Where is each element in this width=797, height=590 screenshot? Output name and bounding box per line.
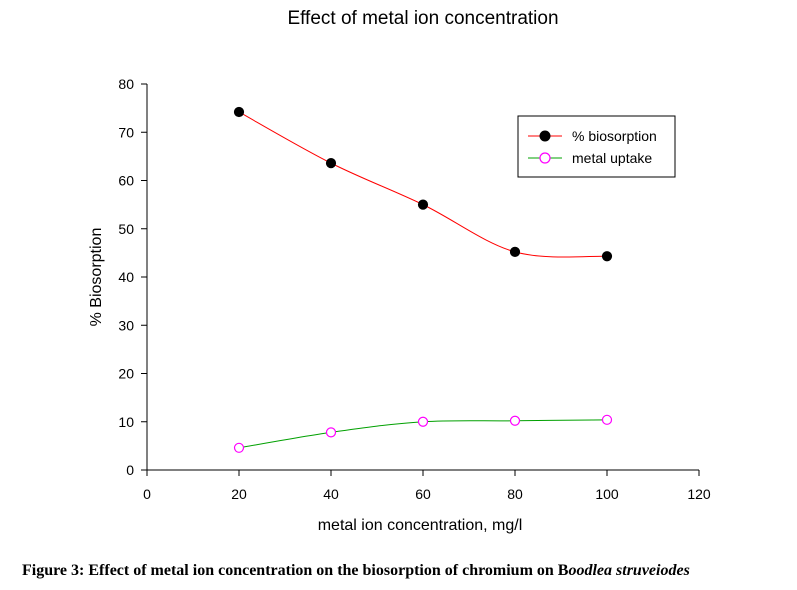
x-tick-label: 0 (143, 486, 151, 502)
y-tick-label: 60 (118, 173, 134, 189)
chart-title: Effect of metal ion concentration (287, 8, 558, 29)
data-point-series-1 (233, 442, 245, 453)
data-point-series-0 (325, 158, 337, 169)
data-point-series-1 (601, 414, 613, 425)
y-tick-label: 10 (118, 414, 134, 430)
y-tick-label: 70 (118, 124, 134, 140)
y-tick-label: 0 (126, 462, 134, 478)
caption-species: oodlea struveiodes (568, 562, 690, 579)
x-tick-label: 80 (507, 486, 523, 502)
y-tick-label: 40 (118, 269, 134, 285)
caption-text: Figure 3: Effect of metal ion concentrat… (22, 562, 569, 579)
axis-ticks: 0 20 40 60 80 100 120 0 10 20 30 40 50 60 70 80 (118, 76, 710, 502)
legend-marker-uptake (539, 152, 551, 164)
data-point-series-0 (509, 246, 521, 258)
data-point-series-0 (233, 106, 245, 118)
x-tick-label: 60 (415, 486, 431, 502)
data-point-series-1 (417, 416, 429, 427)
chart: Effect of metal ion concentration 0 20 40 6… (88, 8, 711, 534)
data-point-series-1 (509, 415, 521, 426)
legend-box (517, 115, 676, 178)
y-axis-label: % Biosorption (88, 228, 105, 327)
y-tick-label: 80 (118, 76, 134, 92)
legend-label-biosorption: % biosorption (572, 128, 657, 144)
legend: % biosorption metal uptake (517, 115, 676, 178)
x-tick-label: 100 (595, 486, 619, 502)
y-tick-label: 50 (118, 221, 134, 237)
figure-caption: Figure 3: Effect of metal ion concentrat… (22, 562, 792, 580)
x-tick-label: 120 (687, 486, 711, 502)
data-point-series-1 (325, 427, 337, 438)
y-tick-label: 20 (118, 366, 134, 382)
legend-marker-biosorption (539, 130, 551, 142)
x-axis-label: metal ion concentration, mg/l (318, 517, 523, 534)
legend-label-uptake: metal uptake (572, 150, 652, 166)
series-layer (233, 106, 613, 453)
x-tick-label: 40 (323, 486, 339, 502)
x-tick-label: 20 (231, 486, 247, 502)
data-point-series-0 (417, 199, 429, 210)
data-point-series-0 (601, 251, 613, 262)
y-tick-label: 30 (118, 317, 134, 333)
